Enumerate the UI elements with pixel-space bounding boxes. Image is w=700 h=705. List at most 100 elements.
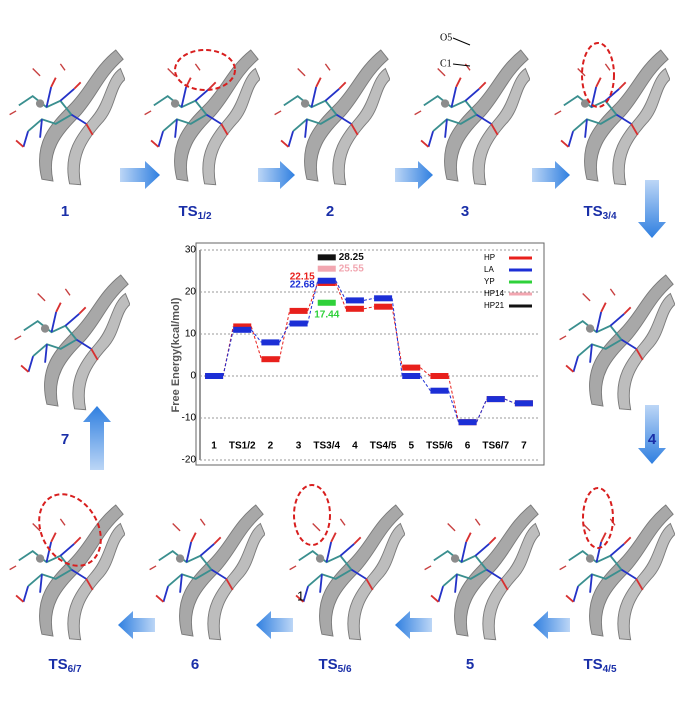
x-tick-label: TS6/7 <box>482 441 509 452</box>
energy-level <box>430 387 449 394</box>
connector <box>419 367 431 377</box>
energy-level <box>486 396 505 403</box>
highlight-ellipse <box>174 49 236 91</box>
structure <box>558 504 675 641</box>
energy-level <box>261 339 280 346</box>
panel-label: TS3/4 <box>583 203 617 222</box>
structure <box>8 49 125 186</box>
energy-level <box>402 373 421 379</box>
connector <box>335 280 347 301</box>
arrow <box>120 161 160 189</box>
energy-level <box>514 400 533 407</box>
value-label: 25.55 <box>339 263 364 274</box>
label-base: 3 <box>461 203 469 220</box>
panel-label: 4 <box>648 431 657 448</box>
structure <box>553 49 670 186</box>
arrow <box>83 406 111 470</box>
panel-label: 2 <box>326 203 334 220</box>
panel-label: 5 <box>466 656 474 673</box>
connector <box>222 329 234 377</box>
panel-label: 1 <box>61 203 69 220</box>
y-tick-label: 30 <box>185 245 197 256</box>
label-base: 6 <box>191 656 199 673</box>
label-sub: 4/5 <box>603 664 617 675</box>
x-tick-label: 7 <box>521 441 527 452</box>
energy-level <box>289 307 308 314</box>
value-label: 22.15 <box>290 272 315 283</box>
highlight-ellipse <box>293 484 331 546</box>
x-tick-label: 4 <box>352 441 358 452</box>
x-tick-label: TS5/6 <box>426 441 453 452</box>
x-tick-label: 6 <box>465 441 471 452</box>
value-label: 17.44 <box>314 309 339 320</box>
connector <box>447 390 460 423</box>
connector <box>419 375 431 391</box>
value-label: 28.25 <box>339 252 364 263</box>
highlight-ellipse <box>38 493 102 567</box>
energy-level <box>430 373 449 379</box>
panel-label: 7 <box>61 431 69 448</box>
arrow <box>533 611 570 639</box>
label-base: TS <box>583 656 602 673</box>
energy-level <box>345 297 364 304</box>
value-label: 22.68 <box>290 279 315 290</box>
arrow <box>532 161 570 189</box>
panel-label: 6 <box>191 656 199 673</box>
structure <box>8 504 125 641</box>
chart: -20 -10 0 10 20 30 Free Energy(kcal/mol) 1 TS1/2… <box>170 245 538 466</box>
arrow <box>256 611 293 639</box>
atom-label: 1 <box>297 588 304 603</box>
structure <box>148 504 265 641</box>
x-tick-label: TS1/2 <box>229 441 256 452</box>
highlights <box>38 42 615 567</box>
x-tick-label: 5 <box>408 441 414 452</box>
y-tick-label: -20 <box>182 455 197 466</box>
arrow <box>638 405 666 464</box>
label-base: TS <box>583 203 602 220</box>
panel-label: TS1/2 <box>178 203 212 222</box>
connector <box>447 375 460 423</box>
arrow <box>118 611 155 639</box>
arrow <box>395 161 433 189</box>
connector <box>363 306 375 310</box>
energy-level <box>233 323 252 330</box>
energy-level <box>317 265 336 272</box>
arrow <box>258 161 295 189</box>
legend-label: HP <box>484 253 495 262</box>
label-sub: 1/2 <box>198 211 212 222</box>
label-base: 4 <box>648 431 657 448</box>
label-base: TS <box>178 203 197 220</box>
x-tick-label: 3 <box>296 441 302 452</box>
label-sub: 3/4 <box>603 211 617 222</box>
energy-level <box>458 419 477 426</box>
y-tick-label: 20 <box>185 287 197 298</box>
connector <box>504 398 516 404</box>
label-sub: 5/6 <box>338 664 352 675</box>
label-base: TS <box>318 656 337 673</box>
atom-label: O5 <box>440 32 452 43</box>
highlight-ellipse <box>581 42 615 108</box>
highlight-ellipse <box>582 487 614 549</box>
energy-level <box>374 295 393 302</box>
y-tick-label: 10 <box>185 329 197 340</box>
energy-level <box>317 254 336 261</box>
connector <box>391 298 403 377</box>
chart-frame <box>195 242 545 466</box>
pointer <box>452 37 471 46</box>
energy-level <box>317 299 336 306</box>
structure <box>273 49 390 186</box>
legend-label: HP21 <box>484 301 505 310</box>
y-tick-label: 0 <box>190 371 196 382</box>
label-base: TS <box>48 656 67 673</box>
pointer <box>452 63 471 67</box>
energy-level <box>289 320 308 327</box>
label-sub: 6/7 <box>68 664 82 675</box>
structure <box>423 504 540 641</box>
energy-level <box>261 356 280 363</box>
connector <box>307 280 319 324</box>
panel-label: TS4/5 <box>583 656 617 675</box>
y-axis-label: Free Energy(kcal/mol) <box>170 297 182 412</box>
arrow <box>395 611 432 639</box>
